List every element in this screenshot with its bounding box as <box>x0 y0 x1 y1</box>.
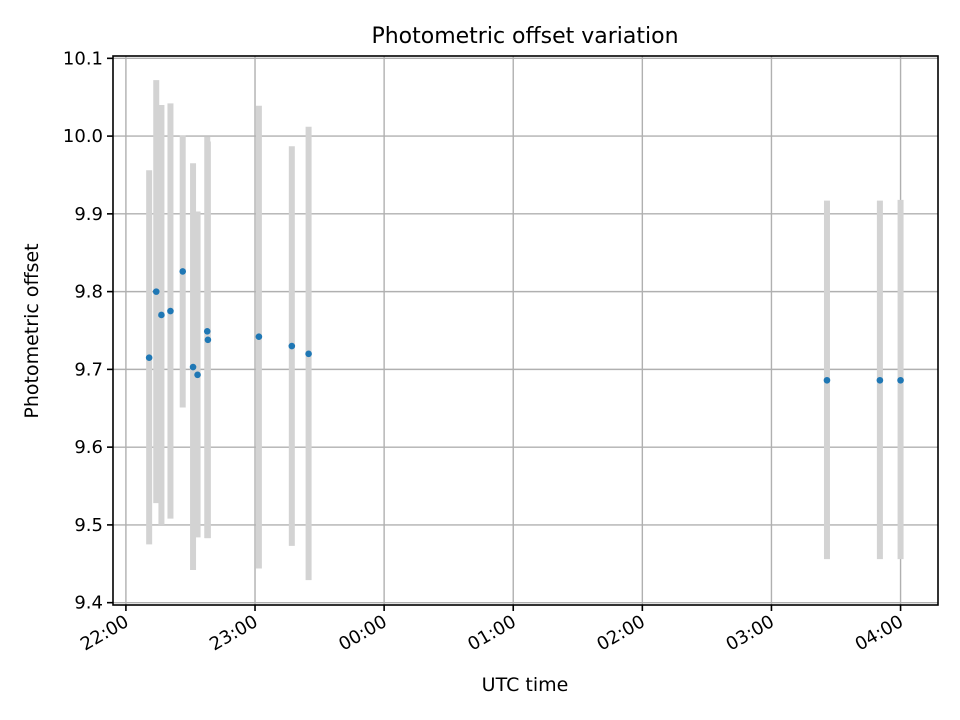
data-point <box>179 268 187 275</box>
y-tick-label: 9.7 <box>74 359 103 380</box>
y-axis-label: Photometric offset <box>21 243 43 418</box>
data-point <box>255 333 263 341</box>
data-point <box>158 311 165 319</box>
plot-frame <box>112 55 939 606</box>
data-point <box>897 376 904 384</box>
x-axis: 22:00 23:00 00:00 01:00 02:00 03:00 04:00 <box>77 605 907 655</box>
data-point <box>204 336 212 344</box>
y-tick-label: 10.0 <box>63 126 103 147</box>
data-point <box>203 327 211 335</box>
y-tick-label: 9.5 <box>74 515 103 536</box>
errorbars <box>146 80 904 581</box>
x-tick-label: 02:00 <box>593 611 648 655</box>
x-axis-label: UTC time <box>482 674 569 696</box>
y-tick-label: 9.8 <box>74 282 103 303</box>
data-point <box>167 307 174 315</box>
data-point <box>823 376 831 384</box>
data-points <box>145 268 904 384</box>
data-point <box>305 350 312 358</box>
y-tick-label: 9.6 <box>74 437 103 458</box>
x-tick-label: 03:00 <box>723 611 778 655</box>
data-point <box>194 371 201 379</box>
x-tick-label: 00:00 <box>335 611 390 655</box>
y-tick-label: 10.1 <box>63 48 103 69</box>
data-point <box>145 354 153 362</box>
x-tick-label: 23:00 <box>206 611 261 655</box>
x-tick-label: 01:00 <box>464 611 519 655</box>
grid <box>113 56 938 605</box>
data-point <box>288 342 296 350</box>
data-point <box>152 288 160 295</box>
x-tick-label: 04:00 <box>852 611 907 655</box>
y-tick-label: 9.4 <box>74 593 103 614</box>
chart-title: Photometric offset variation <box>371 24 678 49</box>
x-tick-label: 22:00 <box>77 611 132 655</box>
data-point <box>189 363 197 371</box>
y-axis: 9.4 9.5 9.6 9.7 9.8 9.9 10.0 10.1 <box>63 48 113 614</box>
y-tick-label: 9.9 <box>74 204 103 225</box>
data-point <box>876 376 884 384</box>
